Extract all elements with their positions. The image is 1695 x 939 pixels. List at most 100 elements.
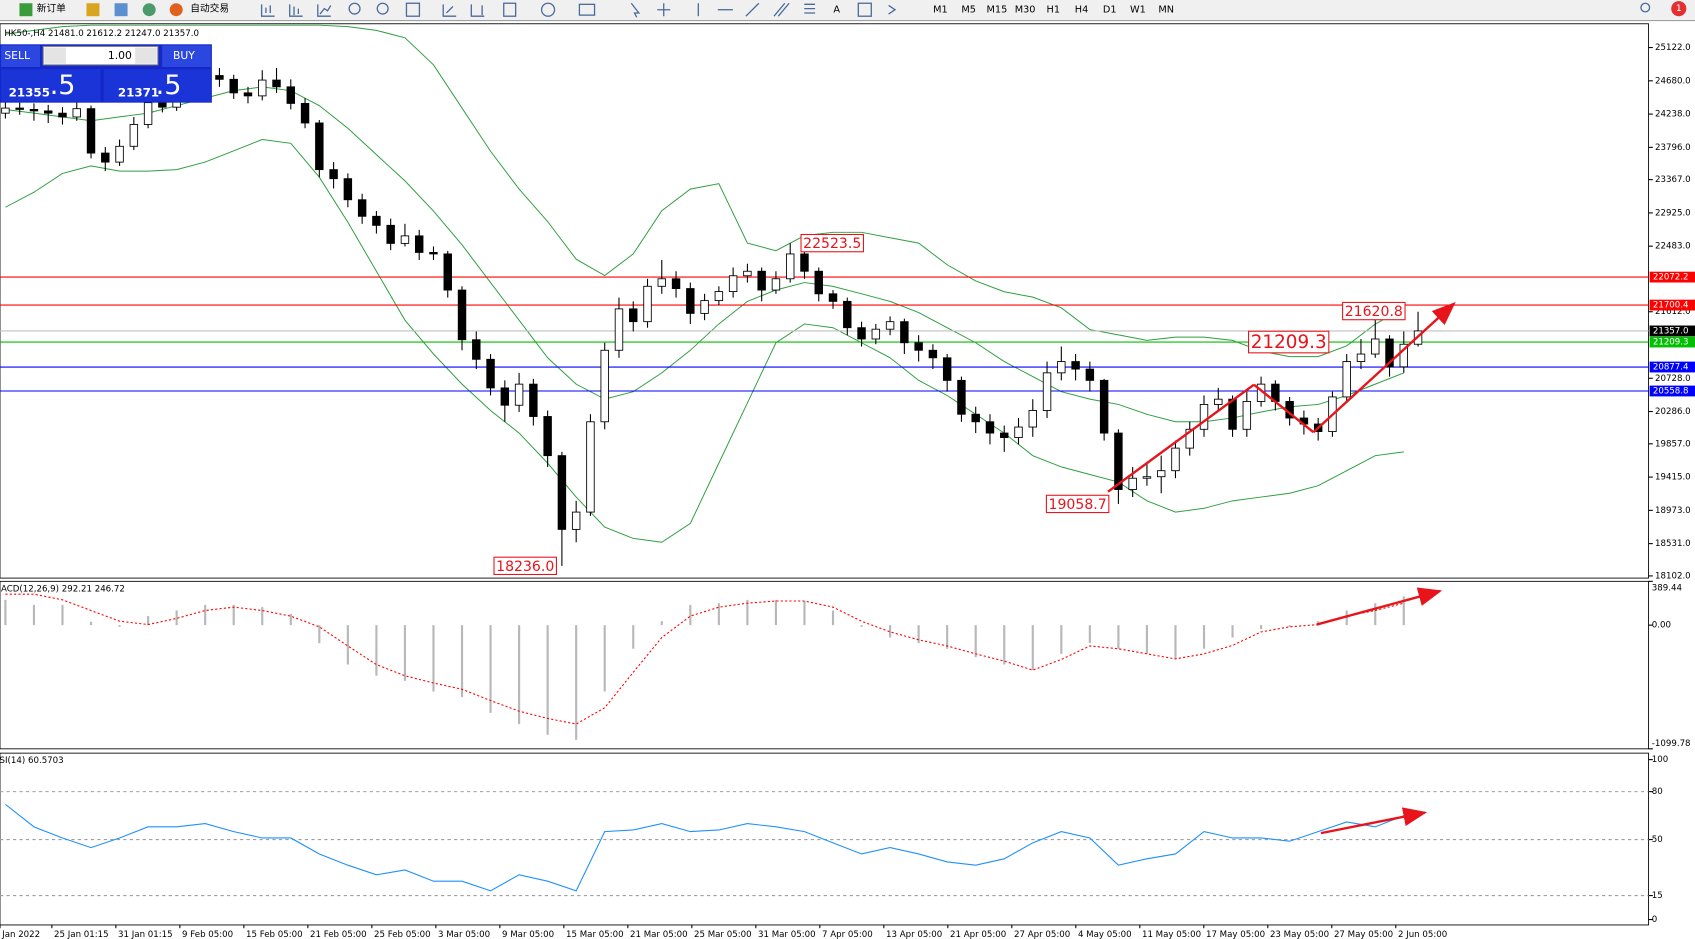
volume-down[interactable] (44, 47, 66, 64)
candle-body (229, 78, 238, 94)
label-icon[interactable] (857, 2, 872, 17)
timeframe-button[interactable]: MN (1158, 5, 1174, 16)
new-order-icon[interactable] (19, 3, 33, 17)
y-tick-label: 18973.0 (1655, 506, 1691, 516)
candle-body (286, 86, 296, 104)
x-tick-label: 7 Apr 05:00 (822, 930, 873, 939)
timeframe-button[interactable]: M15 (987, 5, 1008, 16)
sell-button[interactable] (1, 45, 40, 67)
buy-price[interactable]: 21371 (118, 85, 159, 99)
volume-input[interactable] (42, 45, 159, 66)
buy-label[interactable]: BUY (173, 49, 195, 62)
crosshair-icon[interactable] (657, 3, 671, 17)
candle-body (657, 278, 667, 287)
candle-body (586, 421, 595, 513)
channel-icon[interactable] (773, 2, 790, 17)
text-tool[interactable]: A (833, 5, 840, 16)
x-tick-label: 31 Mar 05:00 (758, 930, 816, 939)
candle-body (215, 75, 224, 80)
candle-body (1356, 353, 1366, 362)
macd-histogram-bar (261, 607, 264, 626)
macd-histogram-bar (32, 604, 36, 626)
macd-histogram-bar (1260, 625, 1263, 630)
candle-body (1057, 361, 1066, 374)
candle-icon[interactable] (289, 4, 303, 17)
price-annotation-box (1342, 301, 1406, 321)
shapes-icon[interactable] (888, 4, 897, 15)
candle-body (743, 270, 752, 277)
volume-up[interactable] (135, 47, 157, 64)
timeframe-button[interactable]: M30 (1015, 5, 1036, 16)
sell-price-fraction[interactable]: .5 (50, 70, 76, 101)
search-icon[interactable] (1640, 2, 1651, 13)
price-level-label: 21357.0 (1653, 326, 1689, 336)
new-order-button[interactable]: 新订单 (37, 2, 66, 15)
tile-icon[interactable] (405, 2, 421, 17)
buy-button[interactable] (162, 45, 211, 67)
buy-price-fraction[interactable]: .5 (156, 70, 182, 101)
bar-chart-icon[interactable] (260, 4, 275, 17)
candle-body (29, 108, 39, 112)
fibo-icon[interactable] (804, 3, 816, 14)
scroll-icon[interactable] (442, 4, 457, 17)
zoom-out-icon[interactable] (376, 2, 389, 15)
timeframe-button[interactable]: M1 (933, 5, 948, 16)
candle-body (728, 275, 738, 292)
line-chart-icon[interactable] (317, 4, 332, 17)
toolbar-icon[interactable] (142, 3, 156, 17)
shift-icon[interactable] (470, 4, 485, 17)
rsi-header: RSI(14) 60.5703 (0, 756, 64, 766)
templates-icon[interactable] (578, 3, 596, 16)
timeframe-button[interactable]: H4 (1075, 5, 1089, 16)
volume-value[interactable]: 1.00 (108, 49, 132, 62)
price-level-tag (1649, 299, 1695, 311)
toolbar (0, 0, 1695, 21)
macd-histogram-bar (746, 599, 749, 626)
y-tick-label: 22483.0 (1655, 242, 1691, 252)
bollinger-band (5, 24, 1405, 358)
toolbar-icon[interactable] (86, 3, 100, 17)
candle-body (1128, 477, 1137, 490)
x-tick-label: 17 May 05:00 (1206, 930, 1265, 939)
price-level-tag (1649, 361, 1695, 373)
notification-badge[interactable] (1671, 1, 1687, 17)
y-tick-label: 389.44 (1652, 583, 1682, 593)
timeframe-button[interactable]: H1 (1047, 5, 1061, 16)
candle-body (1342, 361, 1351, 398)
macd-histogram-bar (1345, 610, 1348, 626)
indicators-icon[interactable] (503, 2, 517, 17)
auto-trading-button[interactable]: 自动交易 (190, 2, 229, 15)
y-tick-label: 23796.0 (1655, 143, 1691, 153)
sell-price-box[interactable] (1, 69, 101, 102)
periods-icon[interactable] (540, 2, 556, 17)
candle-body (1156, 470, 1166, 478)
timeframe-button[interactable]: W1 (1130, 5, 1146, 16)
x-tick-label: 25 Feb 05:00 (374, 930, 431, 939)
candle-body (129, 124, 139, 147)
price-annotation: 19058.7 (1049, 497, 1107, 513)
macd-plot (4, 593, 1405, 740)
sell-price[interactable]: 21355 (9, 85, 50, 99)
cursor-icon[interactable] (630, 2, 641, 18)
candle-body (43, 110, 53, 114)
trendline-icon[interactable] (745, 2, 760, 17)
x-tick-label: 25 Jan 01:15 (54, 930, 109, 939)
buy-price-box[interactable] (103, 69, 211, 102)
x-tick-label: Jan 2022 (1, 930, 40, 939)
chart-header: HK50-,H4 21481.0 21612.2 21247.0 21357.0 (4, 29, 199, 39)
zoom-in-icon[interactable] (348, 2, 361, 15)
price-level-tag (1649, 271, 1695, 283)
timeframe-button[interactable]: M5 (961, 5, 976, 16)
timeframe-button[interactable]: D1 (1103, 5, 1117, 16)
y-tick-label: 0 (1652, 915, 1658, 925)
macd-histogram-bar (660, 621, 663, 626)
toolbar-icon[interactable] (114, 3, 128, 17)
candle-body (258, 79, 267, 97)
x-tick-label: 4 May 05:00 (1078, 930, 1132, 939)
sell-label[interactable]: SELL (4, 49, 30, 62)
candle-body (557, 455, 567, 530)
auto-trading-icon[interactable] (169, 3, 183, 17)
candle-body (272, 79, 281, 88)
macd-histogram-bar (860, 625, 863, 627)
